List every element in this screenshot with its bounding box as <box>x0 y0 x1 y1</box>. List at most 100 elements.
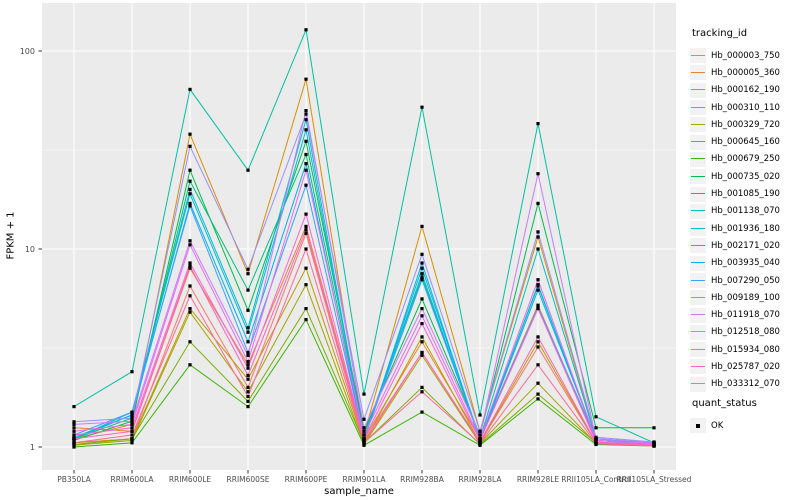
data-point-marker <box>130 416 134 420</box>
legend-line-icon <box>691 193 705 195</box>
data-point-marker <box>246 353 250 357</box>
data-point-marker <box>536 288 540 292</box>
legend-line-icon <box>691 383 705 385</box>
data-point-marker <box>130 419 134 423</box>
data-point-marker <box>188 264 192 268</box>
legend-line-icon <box>691 296 705 298</box>
quant-legend-entry: OK <box>690 417 800 434</box>
legend-line-icon <box>691 71 705 73</box>
data-point-marker <box>536 122 540 126</box>
legend-entry-label: Hb_000310_110 <box>711 102 780 113</box>
data-point-marker <box>304 266 308 270</box>
legend-entry-label: Hb_000329_720 <box>711 119 780 130</box>
legend-entry-Hb_025787_020: Hb_025787_020 <box>690 358 800 375</box>
data-point-marker <box>304 28 308 32</box>
legend-entry-label: Hb_009189_100 <box>711 292 780 303</box>
x-tick-label: RRIM600LA <box>111 475 155 484</box>
legend-entry-label: Hb_002171_020 <box>711 240 780 251</box>
data-point-marker <box>188 294 192 298</box>
data-point-marker <box>246 326 250 330</box>
data-point-marker <box>420 266 424 270</box>
data-point-marker <box>304 118 308 122</box>
legend-entry-label: Hb_000005_360 <box>711 67 780 78</box>
data-point-marker <box>188 204 192 208</box>
legend-line-icon <box>691 262 705 264</box>
data-point-marker <box>246 360 250 364</box>
legend-key-swatch <box>690 221 706 237</box>
data-point-marker <box>536 381 540 385</box>
data-point-marker <box>72 422 76 426</box>
data-point-marker <box>130 422 134 426</box>
data-point-marker <box>362 392 366 396</box>
data-point-marker <box>652 444 656 448</box>
legend-entry-label: Hb_012518_080 <box>711 327 780 338</box>
legend-entry-label: Hb_033312_070 <box>711 379 780 390</box>
data-point-marker <box>420 252 424 256</box>
legend-key-swatch <box>690 82 706 98</box>
legend-entry-label: Hb_000162_190 <box>711 85 780 96</box>
data-point-marker <box>246 340 250 344</box>
data-point-marker <box>536 230 540 234</box>
data-point-marker <box>246 399 250 403</box>
data-point-marker <box>420 272 424 276</box>
data-point-marker <box>478 443 482 447</box>
data-point-marker <box>246 394 250 399</box>
data-point-marker <box>304 183 308 187</box>
data-point-marker <box>72 420 76 424</box>
legend-key-swatch <box>690 324 706 340</box>
legend-entry-label: Hb_007290_050 <box>711 275 780 286</box>
data-point-marker <box>362 441 366 445</box>
legend-entry-Hb_011918_070: Hb_011918_070 <box>690 306 800 323</box>
data-point-marker <box>478 442 482 446</box>
x-tick-label: RRIM928LE <box>517 475 560 484</box>
data-point-marker <box>420 224 424 228</box>
data-point-marker <box>536 392 540 396</box>
data-point-marker <box>246 377 250 381</box>
data-point-marker <box>130 429 134 433</box>
data-point-marker <box>188 192 192 196</box>
data-point-marker <box>130 413 134 417</box>
data-point-marker <box>536 307 540 311</box>
legend-line-icon <box>691 141 705 143</box>
legend-line-icon <box>691 365 705 367</box>
data-point-marker <box>246 308 250 312</box>
legend-key-swatch <box>690 134 706 150</box>
legend-line-icon <box>691 279 705 281</box>
data-point-marker <box>72 442 76 447</box>
y-tick-label: 1 <box>30 443 35 452</box>
data-point-marker <box>594 415 598 419</box>
x-tick-label: RRII105LA_Stressed <box>617 475 692 484</box>
legend-entry-Hb_002171_020: Hb_002171_020 <box>690 237 800 254</box>
data-point-marker <box>420 353 424 357</box>
data-point-marker <box>420 278 424 282</box>
data-point-marker <box>130 426 134 430</box>
data-point-marker <box>72 437 76 441</box>
data-point-marker <box>420 390 424 394</box>
data-point-marker <box>420 275 424 279</box>
legend-entry-Hb_000329_720: Hb_000329_720 <box>690 116 800 133</box>
legend-key-swatch <box>690 100 706 116</box>
data-point-marker <box>304 112 308 116</box>
legend-entry-label: Hb_001936_180 <box>711 223 780 234</box>
data-point-marker <box>362 433 366 437</box>
data-point-marker <box>246 330 250 334</box>
legend-entry-Hb_001936_180: Hb_001936_180 <box>690 220 800 237</box>
data-point-marker <box>72 405 76 409</box>
data-point-marker <box>594 426 598 430</box>
data-point-marker <box>536 397 540 401</box>
data-point-marker <box>478 433 482 437</box>
legend-line-icon <box>691 158 705 160</box>
y-tick-label: 10 <box>25 245 35 254</box>
data-point-marker <box>536 305 540 309</box>
data-point-marker <box>536 345 540 349</box>
legend-key-swatch <box>690 169 706 185</box>
data-point-marker <box>188 239 192 243</box>
data-point-marker <box>536 335 540 339</box>
data-point-marker <box>246 288 250 292</box>
legend-entry-Hb_033312_070: Hb_033312_070 <box>690 376 800 393</box>
legend-entry-Hb_012518_080: Hb_012518_080 <box>690 324 800 341</box>
legend-key-swatch <box>690 307 706 323</box>
data-point-marker <box>72 433 76 437</box>
legend-key-swatch <box>690 186 706 202</box>
